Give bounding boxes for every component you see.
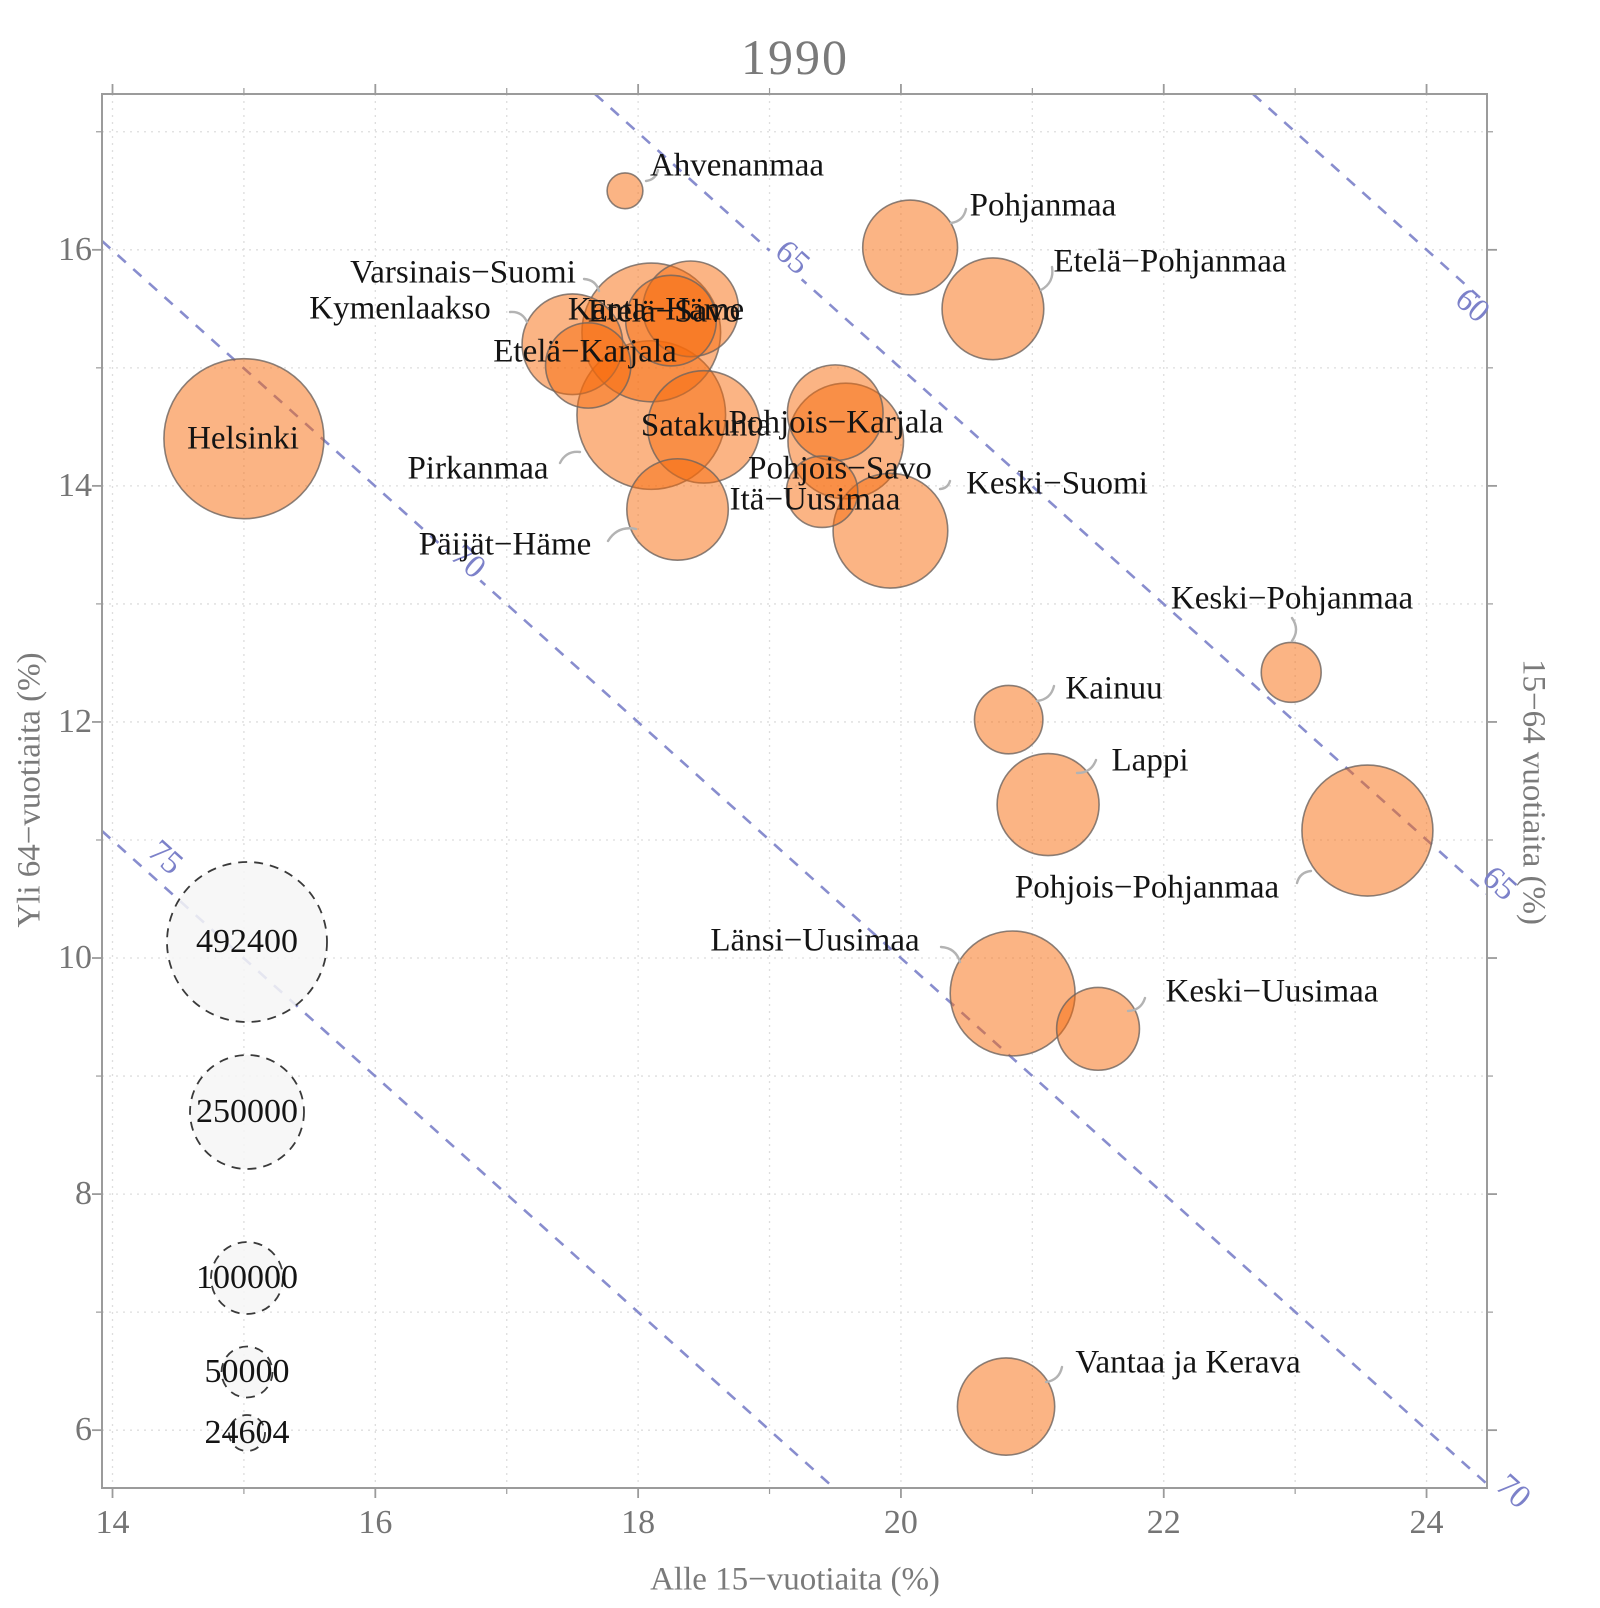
legend-value-24604: 24604 (204, 1414, 290, 1451)
x-axis-title: Alle 15−vuotiaita (%) (650, 1561, 940, 1598)
leader-varsinais-suomi (582, 277, 601, 293)
region-label-ahvenanmaa: Ahvenanmaa (649, 147, 825, 184)
contour-line-65 (594, 93, 1488, 895)
region-label-kanta-hame: Kanta−Häme (567, 291, 745, 328)
leader-ahvenanmaa (644, 168, 660, 183)
bubble-helsinki (163, 357, 325, 520)
region-label-kymenlaakso: Kymenlaakso (309, 290, 491, 327)
region-label-keski-uusimaa: Keski−Uusimaa (1165, 973, 1379, 1010)
region-label-pohjois-karjala: Pohjois−Karjala (728, 404, 944, 441)
bubble-lappi (996, 752, 1100, 857)
x-tick-label-22: 22 (1146, 1504, 1181, 1541)
chart-title: 1990 (741, 29, 849, 85)
legend-value-492400: 492400 (196, 923, 298, 960)
region-label-paijat-hame: Päijät−Häme (418, 526, 592, 563)
leader-kymenlaakso (508, 310, 529, 324)
x-tick-label-18: 18 (621, 1504, 656, 1541)
region-label-pohjois-pohjanmaa: Pohjois−Pohjanmaa (1014, 869, 1280, 906)
leader-pohjanmaa (949, 207, 968, 225)
region-label-pohjanmaa: Pohjanmaa (969, 187, 1117, 224)
region-label-keski-suomi: Keski−Suomi (966, 465, 1148, 502)
y-tick-label-8: 8 (75, 1175, 92, 1213)
region-label-keski-pohjanmaa: Keski−Pohjanmaa (1170, 580, 1414, 617)
y-tick-label-10: 10 (58, 939, 92, 977)
legend-value-50000: 50000 (204, 1353, 290, 1390)
region-label-vantaa-ja-kerava: Vantaa ja Kerava (1075, 1344, 1301, 1381)
x-tick-label-24: 24 (1409, 1504, 1444, 1541)
bubble-lansi-uusimaa (949, 930, 1076, 1057)
bubble-kanta-hame (624, 274, 718, 367)
plot-frame (101, 93, 1488, 1489)
x-tick-label-16: 16 (358, 1504, 393, 1541)
y2-axis-title: 15−64 vuotiaita (%) (1515, 658, 1552, 926)
y-tick-label-16: 16 (58, 230, 92, 268)
region-label-pohjois-savo: Pohjois−Savo (748, 450, 932, 487)
contour-line-75 (101, 830, 835, 1489)
bubble-kainuu (973, 684, 1044, 755)
bubble-keski-pohjanmaa (1260, 641, 1322, 704)
region-label-etela-karjala: Etelä−Karjala (493, 333, 677, 370)
leader-pohjois-pohjanmaa (1295, 869, 1313, 885)
region-label-helsinki: Helsinki (187, 420, 299, 457)
leader-keski-uusimaa (1126, 996, 1147, 1013)
region-label-kainuu: Kainuu (1065, 670, 1163, 707)
leader-vantaa-ja-kerava (1044, 1365, 1064, 1384)
bubble-pohjois-pohjanmaa (1301, 764, 1434, 897)
region-label-etela-pohjanmaa: Etelä−Pohjanmaa (1053, 243, 1287, 280)
x-tick-label-14: 14 (95, 1504, 130, 1541)
bubble-etela-karjala (544, 322, 632, 409)
y-axis-title: Yli 64−vuotiaita (%) (11, 652, 48, 928)
legend-circle-24604 (228, 1414, 266, 1452)
leader-lappi (1075, 758, 1098, 775)
legend-circle-100000 (210, 1241, 284, 1315)
legend-value-100000: 100000 (196, 1259, 298, 1296)
bubble-ahvenanmaa (606, 172, 644, 210)
leader-pirkanmaa (558, 450, 582, 465)
legend-value-250000: 250000 (196, 1093, 298, 1130)
legend-circle-492400 (166, 861, 328, 1023)
legend-circle-250000 (189, 1054, 305, 1170)
y-tick-label-12: 12 (58, 702, 92, 740)
bubble-ita-uusimaa (785, 455, 859, 529)
region-label-pirkanmaa: Pirkanmaa (407, 450, 549, 487)
region-label-etela-savo: Etelä−Savo (587, 293, 741, 330)
region-label-satakunta: Satakunta (640, 407, 772, 444)
legend-circle-50000 (220, 1345, 274, 1399)
x-tick-label-20: 20 (883, 1504, 918, 1541)
leader-lansi-uusimaa (939, 945, 962, 964)
y-tick-label-14: 14 (58, 466, 92, 504)
region-label-varsinais-suomi: Varsinais−Suomi (350, 254, 576, 291)
leader-etela-pohjanmaa (1039, 265, 1054, 292)
leader-keski-pohjanmaa (1290, 616, 1298, 643)
bubble-paijat-hame (626, 457, 730, 562)
y-tick-label-6: 6 (75, 1411, 92, 1449)
leader-keski-suomi (938, 479, 952, 491)
contour-line-70 (101, 240, 1488, 1485)
leader-paijat-hame (606, 527, 638, 543)
region-label-lansi-uusimaa: Länsi−Uusimaa (710, 922, 920, 959)
leader-kainuu (1035, 684, 1056, 703)
bubble-etela-pohjanmaa (941, 257, 1045, 361)
contour-line-60 (1252, 93, 1488, 305)
bubble-pohjanmaa (861, 199, 959, 296)
bubble-vantaa-ja-kerava (956, 1357, 1056, 1456)
bubble-keski-suomi (832, 472, 949, 589)
bubble-keski-uusimaa (1055, 986, 1141, 1072)
region-label-ita-uusimaa: Itä−Uusimaa (729, 481, 901, 518)
region-label-lappi: Lappi (1111, 742, 1189, 779)
